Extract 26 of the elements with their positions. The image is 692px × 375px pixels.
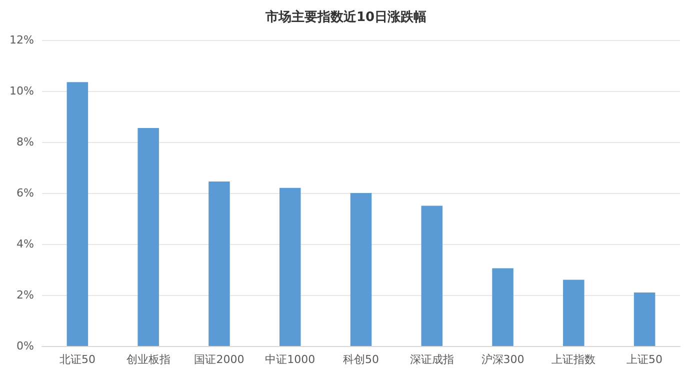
x-tick-label: 深证成指 — [410, 353, 454, 366]
y-tick-label: 12% — [10, 34, 34, 46]
chart-title: 市场主要指数近10日涨跌幅 — [264, 9, 427, 25]
bar — [138, 128, 159, 346]
x-tick-label: 沪深300 — [481, 353, 524, 366]
bar — [492, 268, 514, 346]
bar — [634, 292, 656, 346]
y-tick-label: 4% — [16, 238, 34, 250]
bar — [563, 280, 584, 346]
x-tick-label: 中证1000 — [265, 353, 316, 366]
y-tick-label: 2% — [16, 288, 34, 302]
bar — [421, 206, 443, 346]
bar — [208, 182, 230, 346]
y-tick-label: 8% — [16, 136, 34, 148]
bar — [66, 82, 88, 346]
x-tick-label: 科创50 — [343, 353, 379, 366]
x-tick-label: 上证50 — [626, 353, 663, 366]
x-tick-label: 北证50 — [59, 353, 96, 366]
bar — [279, 188, 301, 346]
x-tick-label: 创业板指 — [126, 353, 170, 366]
y-tick-label: 0% — [16, 340, 34, 352]
y-tick-label: 10% — [10, 84, 34, 98]
bar — [350, 193, 372, 346]
x-tick-label: 上证指数 — [552, 353, 596, 366]
y-tick-label: 6% — [16, 186, 34, 200]
x-tick-label: 国证2000 — [194, 353, 244, 366]
